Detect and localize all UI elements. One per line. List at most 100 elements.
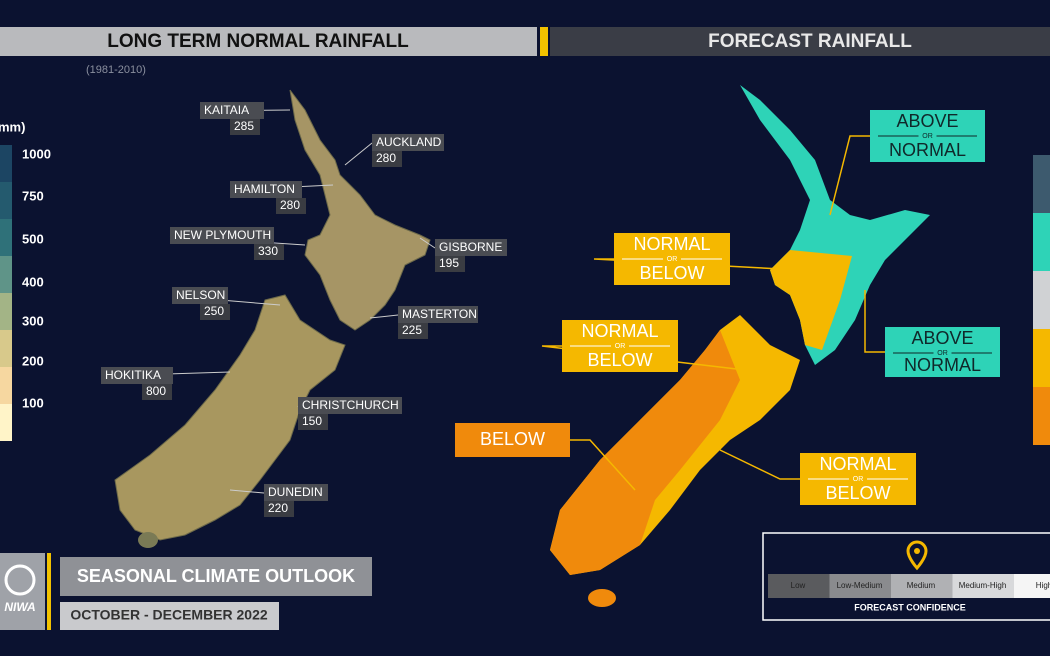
logo-box	[0, 553, 45, 630]
leader-line	[419, 237, 436, 249]
leader-line	[229, 489, 265, 494]
region-bottom: BELOW	[639, 263, 704, 283]
confidence-level: Low-Medium	[837, 581, 883, 590]
forecast-swatch	[1033, 329, 1050, 387]
region-top: ABOVE	[896, 111, 958, 131]
city-name: MASTERTON	[402, 307, 477, 321]
footer-divider	[47, 553, 51, 630]
legend-tick: 400	[22, 274, 44, 289]
region-top: NORMAL	[633, 234, 710, 254]
leader-line	[864, 290, 885, 353]
city-value: 150	[302, 414, 322, 428]
pin-dot	[914, 548, 920, 554]
city-box	[264, 484, 328, 501]
city-value: 330	[258, 244, 278, 258]
forecast-map	[550, 85, 930, 607]
region-bottom: NORMAL	[889, 140, 966, 160]
value-box	[142, 384, 172, 400]
city-name: KAITAIA	[204, 103, 249, 117]
city-value: 280	[376, 151, 396, 165]
stewart-island	[138, 532, 158, 548]
legend-swatch	[0, 404, 12, 441]
region-top: NORMAL	[581, 321, 658, 341]
value-box	[276, 198, 306, 214]
value-box	[254, 244, 284, 260]
city-value: 800	[146, 384, 166, 398]
value-box	[398, 323, 428, 339]
confidence-level: Medium-High	[959, 581, 1007, 590]
region-west	[770, 250, 852, 350]
city-value: 280	[280, 198, 300, 212]
confidence-segment	[768, 574, 830, 598]
city-box	[170, 227, 274, 244]
north-island	[289, 89, 431, 331]
legend-swatch	[0, 256, 12, 293]
legend-unit: mm)	[0, 119, 25, 134]
divider	[540, 27, 548, 56]
confidence-segment	[891, 574, 953, 598]
leader-line	[593, 258, 801, 271]
south-island	[114, 294, 346, 541]
legend-tick: 100	[22, 395, 44, 410]
city-value: 195	[439, 256, 459, 270]
city-box	[230, 181, 302, 198]
forecast-swatch	[1033, 213, 1050, 271]
value-box	[264, 501, 294, 517]
footer-period: OCTOBER - DECEMBER 2022	[70, 607, 268, 623]
logo-text: NIWA	[4, 600, 35, 614]
city-box	[398, 306, 478, 323]
legend-swatch	[0, 145, 12, 182]
city-name: AUCKLAND	[376, 135, 442, 149]
region-bottom: BELOW	[587, 350, 652, 370]
city-box	[172, 287, 228, 304]
region-mid-bg	[933, 349, 952, 357]
forecast-swatch	[1033, 387, 1050, 445]
region-mid: OR	[853, 476, 864, 483]
city-name: GISBORNE	[439, 240, 502, 254]
footer-period-box	[60, 602, 279, 630]
city-name: HAMILTON	[234, 182, 295, 196]
legend-swatch	[0, 219, 12, 256]
region-top: ABOVE	[911, 328, 973, 348]
city-box	[372, 134, 444, 151]
city-name: NELSON	[176, 288, 225, 302]
region-north	[740, 85, 930, 365]
region-bottom: BELOW	[825, 483, 890, 503]
region-south-west	[550, 330, 740, 575]
city-name: CHRISTCHURCH	[302, 398, 399, 412]
city-name: HOKITIKA	[105, 368, 161, 382]
city-name: DUNEDIN	[268, 485, 323, 499]
region-mid-bg	[663, 255, 681, 263]
city-value: 220	[268, 501, 288, 515]
leader-line	[829, 135, 870, 216]
confidence-box	[762, 532, 1050, 621]
region-box	[455, 423, 570, 457]
value-box	[200, 304, 230, 320]
legend-swatch	[0, 182, 12, 219]
confidence-segment	[1014, 574, 1050, 598]
value-box	[298, 414, 328, 430]
confidence-pin	[906, 540, 928, 571]
forecast-swatch	[1033, 271, 1050, 329]
region-top: NORMAL	[819, 454, 896, 474]
region-mid: OR	[615, 343, 626, 350]
stewart-island	[588, 589, 616, 607]
confidence-segment	[829, 574, 891, 598]
legend-tick: 750	[22, 188, 44, 203]
value-box	[435, 256, 465, 272]
region-mid: OR	[667, 256, 678, 263]
subtitle: (1981-2010)	[86, 64, 146, 76]
left-title: LONG TERM NORMAL RAINFALL	[107, 31, 409, 52]
confidence-segment	[952, 574, 1014, 598]
city-box	[435, 239, 507, 256]
city-box	[298, 397, 402, 414]
legend-tick: 200	[22, 353, 44, 368]
footer-title-box	[60, 557, 372, 596]
region-mid: OR	[937, 350, 948, 357]
city-box	[101, 367, 173, 384]
region-mid-bg	[611, 342, 629, 350]
city-name: NEW PLYMOUTH	[174, 228, 271, 242]
leader-line	[344, 142, 373, 166]
